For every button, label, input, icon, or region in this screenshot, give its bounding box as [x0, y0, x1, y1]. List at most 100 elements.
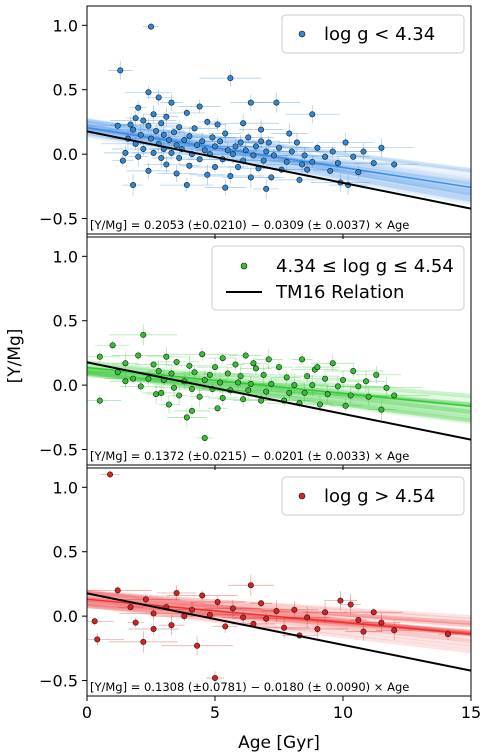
data-point [286, 389, 293, 396]
data-point [291, 382, 298, 389]
data-point [212, 674, 219, 681]
fit-band-line [87, 590, 471, 637]
data-point [263, 148, 270, 155]
panel-3: −0.5 0.0 0.5 1.0 0 5 10 15 log g > 4.54 [Y/Mg] = … [39, 467, 481, 722]
y-tick-label: 0.0 [53, 145, 78, 164]
data-point [186, 162, 193, 169]
data-point [145, 167, 152, 174]
data-point [171, 384, 178, 391]
data-point [137, 131, 144, 138]
data-point [196, 156, 203, 163]
data-point [242, 147, 249, 154]
data-point [281, 624, 288, 631]
data-point [91, 618, 98, 625]
data-point [127, 604, 134, 611]
data-point [194, 642, 201, 649]
fit-band-line [87, 591, 471, 619]
data-point [240, 614, 247, 621]
data-point [163, 113, 170, 120]
data-point [114, 122, 121, 129]
fit-band-line [87, 360, 471, 398]
data-point [304, 166, 311, 173]
legend-marker [240, 262, 248, 270]
data-point [122, 360, 129, 367]
data-point [296, 176, 303, 183]
data-point [135, 153, 142, 160]
data-point [137, 383, 144, 390]
data-point [260, 157, 267, 164]
data-point [342, 402, 349, 409]
data-point [186, 362, 193, 369]
data-point [214, 598, 221, 605]
data-point [301, 389, 308, 396]
data-point [227, 75, 234, 82]
data-point [122, 378, 129, 385]
data-point [173, 589, 180, 596]
data-point [132, 115, 139, 122]
data-point [130, 375, 137, 382]
y-tick-label: −0.5 [39, 210, 78, 229]
data-point [145, 89, 152, 96]
data-point [199, 138, 206, 145]
data-point [291, 606, 298, 613]
data-point [391, 627, 398, 634]
data-point [309, 382, 316, 389]
data-point [273, 607, 280, 614]
data-point [191, 369, 198, 376]
x-axis-label: Age [Gyr] [238, 733, 320, 753]
fit-band-line [87, 128, 471, 202]
data-point [135, 104, 142, 111]
y-tick-label: 0.5 [53, 543, 78, 562]
legend-label: log g > 4.54 [324, 486, 435, 507]
data-point [322, 153, 329, 160]
data-point [258, 600, 265, 607]
fit-band-line [87, 590, 471, 636]
data-point [240, 396, 247, 403]
data-point [329, 148, 336, 155]
legend-box [211, 245, 465, 311]
data-point [148, 23, 155, 30]
data-point [219, 395, 226, 402]
data-point [263, 388, 270, 395]
plot-area [87, 23, 471, 210]
data-point [232, 143, 239, 150]
data-point [339, 376, 346, 383]
data-point [140, 145, 147, 152]
data-point [242, 352, 249, 359]
data-point [140, 331, 147, 338]
x-tick-label: 15 [461, 703, 481, 722]
fit-equation: [Y/Mg] = 0.1372 (±0.0215) − 0.0201 (± 0.… [90, 449, 409, 463]
legend-label: 4.34 ≤ log g ≤ 4.54 [276, 256, 454, 277]
data-point [229, 151, 236, 158]
fit-band-line [87, 370, 471, 423]
data-point [273, 99, 280, 106]
data-point [355, 383, 362, 390]
data-point [283, 158, 290, 165]
fit-band-line [87, 372, 471, 421]
data-point [235, 379, 242, 386]
data-point [183, 414, 190, 421]
y-tick-label: 0.0 [53, 607, 78, 626]
legend: log g < 4.34 [281, 14, 465, 54]
data-point [122, 149, 129, 156]
fit-band [87, 118, 471, 205]
data-point [224, 370, 231, 377]
data-point [373, 371, 380, 378]
axes-frame [86, 467, 472, 697]
data-point [275, 144, 282, 151]
data-point [350, 367, 357, 374]
data-point [140, 638, 147, 645]
data-point [250, 360, 257, 367]
fit-band-line [87, 372, 471, 425]
legend-marker [298, 30, 306, 38]
data-point [258, 126, 265, 133]
data-point [194, 142, 201, 149]
data-point [155, 367, 162, 374]
fit-band-line [87, 364, 471, 406]
data-point [219, 355, 226, 362]
data-point [96, 353, 103, 360]
fit-band [87, 359, 471, 425]
legend: log g > 4.54 [281, 476, 465, 516]
data-points [87, 23, 419, 200]
